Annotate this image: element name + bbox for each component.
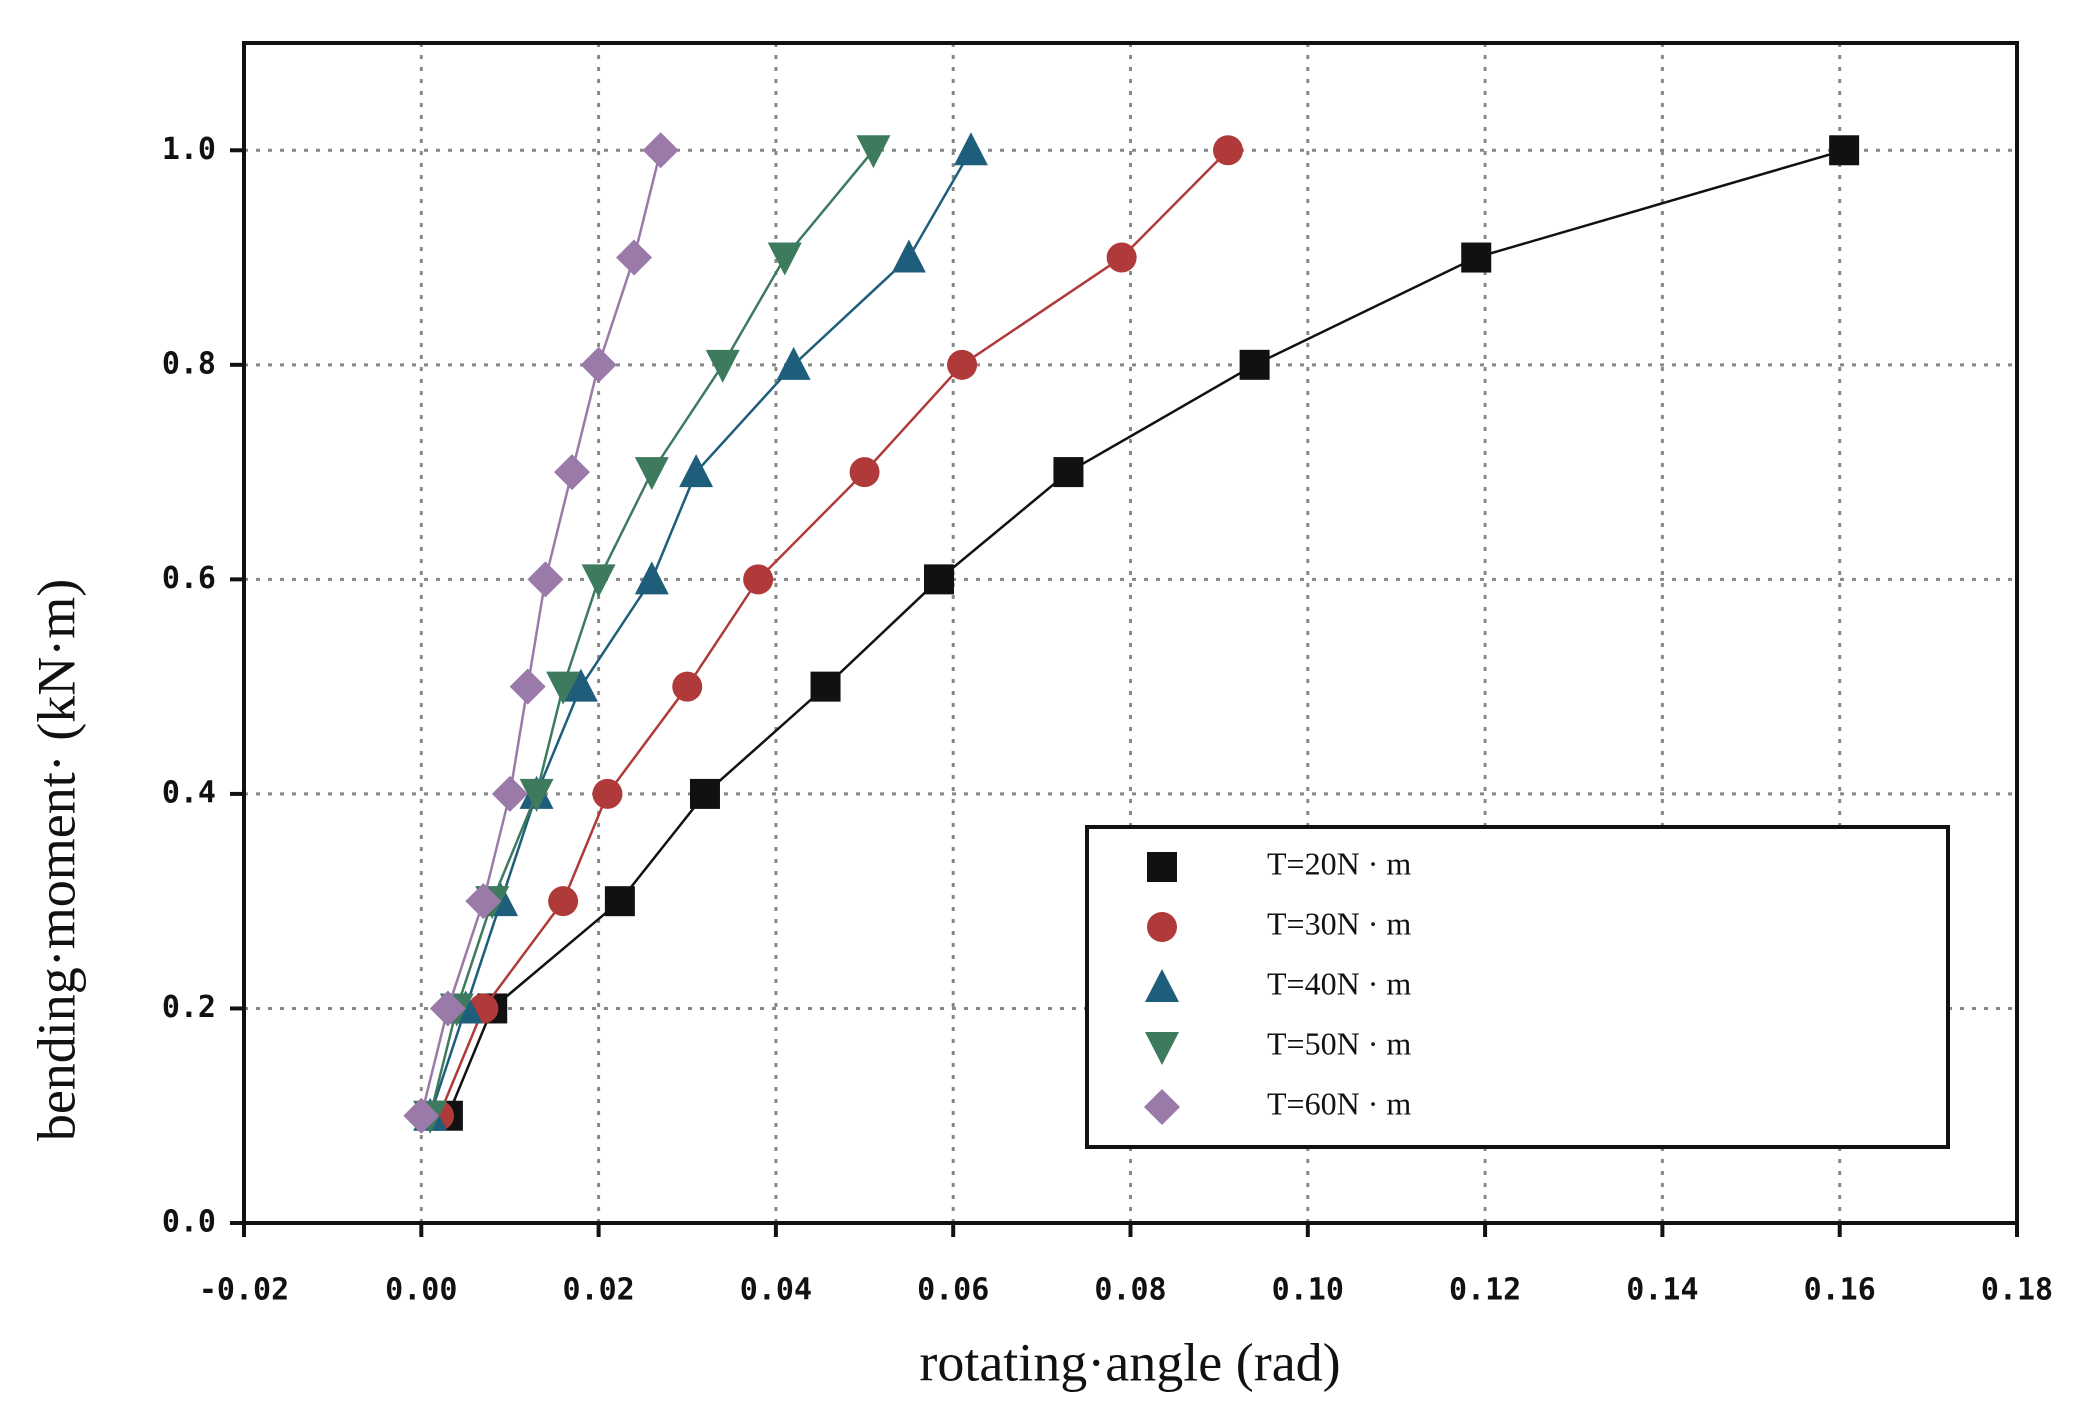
x-tick-label: 0.14 [1626,1273,1698,1308]
marker [519,778,554,812]
x-tick-label: -0.02 [199,1273,289,1308]
y-tick-label: 0.4 [162,775,216,810]
x-axis-label: rotating·angle (rad) [919,1332,1340,1392]
marker [465,883,502,920]
legend-label: T=20N · m [1267,845,1411,881]
marker [580,346,617,383]
series [413,132,988,1131]
x-tick-label: 0.04 [740,1273,812,1308]
marker [891,239,926,273]
marker [527,561,564,598]
marker [592,778,623,809]
marker [604,886,635,917]
marker [403,1097,440,1134]
marker [634,561,669,595]
legend-label: T=40N · m [1267,965,1411,1001]
marker [642,132,679,169]
marker [554,454,591,491]
legend-marker [1147,852,1177,882]
marker [947,349,978,380]
marker [849,457,880,488]
x-tick-label: 0.02 [562,1273,634,1308]
x-tick-label: 0.10 [1272,1273,1344,1308]
legend-box [1085,825,1950,1149]
legend-marker [1144,1089,1180,1125]
marker [705,349,740,383]
x-tick-label: 0.06 [917,1273,989,1308]
y-tick-label: 0.8 [162,346,216,381]
legend-label: T=30N · m [1267,905,1411,941]
marker [953,132,988,166]
marker [924,564,955,595]
x-tick-label: 0.08 [1094,1273,1166,1308]
series-line [428,149,973,1117]
marker [679,454,714,488]
marker [810,671,841,702]
marker [776,346,811,380]
legend-marker [1147,912,1177,942]
marker [672,671,703,702]
x-tick-label: 0.12 [1449,1273,1521,1308]
marker [1239,349,1270,380]
x-tick-label: 0.18 [1981,1273,2053,1308]
y-axis-label: bending·moment· (kN·m) [26,579,86,1141]
marker [1829,135,1860,166]
marker [856,135,891,169]
marker [581,564,616,598]
marker [743,564,774,595]
marker [1461,242,1492,273]
marker [548,886,579,917]
marker [429,990,466,1027]
series-line [437,149,1229,1117]
marker [689,778,720,809]
y-tick-label: 0.2 [162,990,216,1025]
marker [634,457,669,491]
series [413,135,891,1134]
marker [546,671,581,705]
marker [563,668,598,702]
legend-label: T=60N · m [1267,1085,1411,1121]
legend-marker [1145,1032,1179,1065]
marker [509,668,546,705]
plot-frame [242,41,2019,1225]
marker [1213,135,1244,166]
legend: T=20N · m T=30N · m T=40N · m T=50N · m T=60… [1085,825,1950,1149]
x-tick-label: 0.16 [1804,1273,1876,1308]
marker [1053,457,1084,488]
marker [491,775,528,812]
series-line [420,149,662,1117]
y-tick-label: 0.0 [162,1205,216,1240]
marker [616,239,653,276]
y-tick-label: 0.6 [162,561,216,596]
series-line [446,149,1845,1117]
series-line [428,149,875,1117]
marker [767,242,802,276]
legend-label: T=50N · m [1267,1025,1411,1061]
marker [1106,242,1137,273]
x-tick-label: 0.00 [385,1273,457,1308]
series [403,132,679,1134]
y-tick-label: 1.0 [162,132,216,167]
legend-marker [1145,969,1179,1002]
